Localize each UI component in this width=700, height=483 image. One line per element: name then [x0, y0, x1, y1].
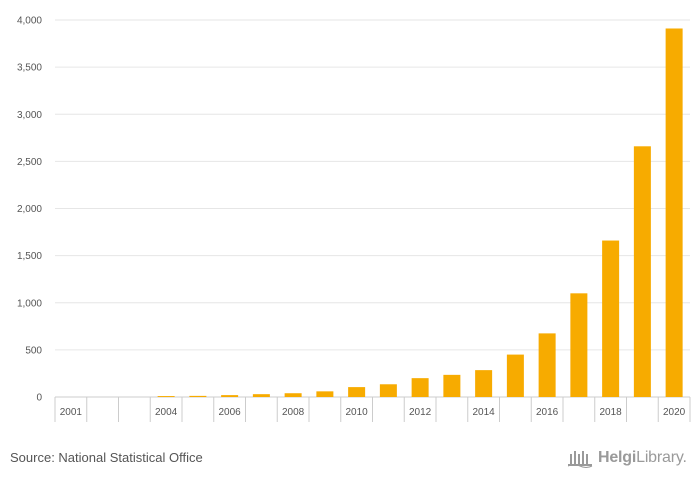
y-tick-label: 500 [25, 345, 42, 356]
bar [475, 370, 493, 397]
bar [411, 378, 429, 397]
bar [157, 396, 175, 397]
bar [348, 387, 366, 397]
bar [538, 333, 556, 397]
y-tick-label: 1,000 [17, 298, 42, 309]
x-tick-label: 2016 [536, 407, 559, 418]
helgi-library-logo[interactable]: HelgiLibrary. [568, 448, 687, 468]
y-tick-label: 3,500 [17, 63, 42, 74]
bar [284, 393, 302, 397]
y-tick-label: 4,000 [17, 16, 42, 27]
bar [443, 374, 461, 397]
x-tick-label: 2018 [600, 407, 623, 418]
x-tick-label: 2020 [663, 407, 686, 418]
bar [665, 28, 683, 397]
logo-text-bold: Helgi [598, 449, 637, 466]
library-icon [568, 451, 593, 468]
x-tick-label: 2014 [473, 407, 496, 418]
x-tick-label: 2001 [60, 407, 83, 418]
x-tick-label: 2004 [155, 407, 178, 418]
source-note: Source: National Statistical Office [10, 450, 203, 465]
bar [633, 146, 651, 397]
y-tick-label: 2,000 [17, 204, 42, 215]
y-tick-label: 0 [36, 393, 42, 404]
x-tick-label: 2010 [346, 407, 369, 418]
bar [316, 391, 334, 397]
bar-chart: 0 500 1,000 1,500 2,000 2,500 3,000 3,500 4,000 2… [17, 16, 691, 422]
x-tick-label: 2006 [219, 407, 242, 418]
bar [379, 384, 397, 397]
bar [506, 354, 524, 397]
logo-text-rest: Library. [636, 449, 687, 466]
bar [189, 395, 207, 397]
y-tick-label: 3,000 [17, 110, 42, 121]
x-tick-label: 2008 [282, 407, 305, 418]
bar [570, 293, 588, 397]
y-tick-label: 2,500 [17, 157, 42, 168]
y-tick-label: 1,500 [17, 251, 42, 262]
bar [221, 395, 239, 397]
bar [252, 394, 270, 397]
bar [602, 240, 620, 397]
x-tick-label: 2012 [409, 407, 432, 418]
